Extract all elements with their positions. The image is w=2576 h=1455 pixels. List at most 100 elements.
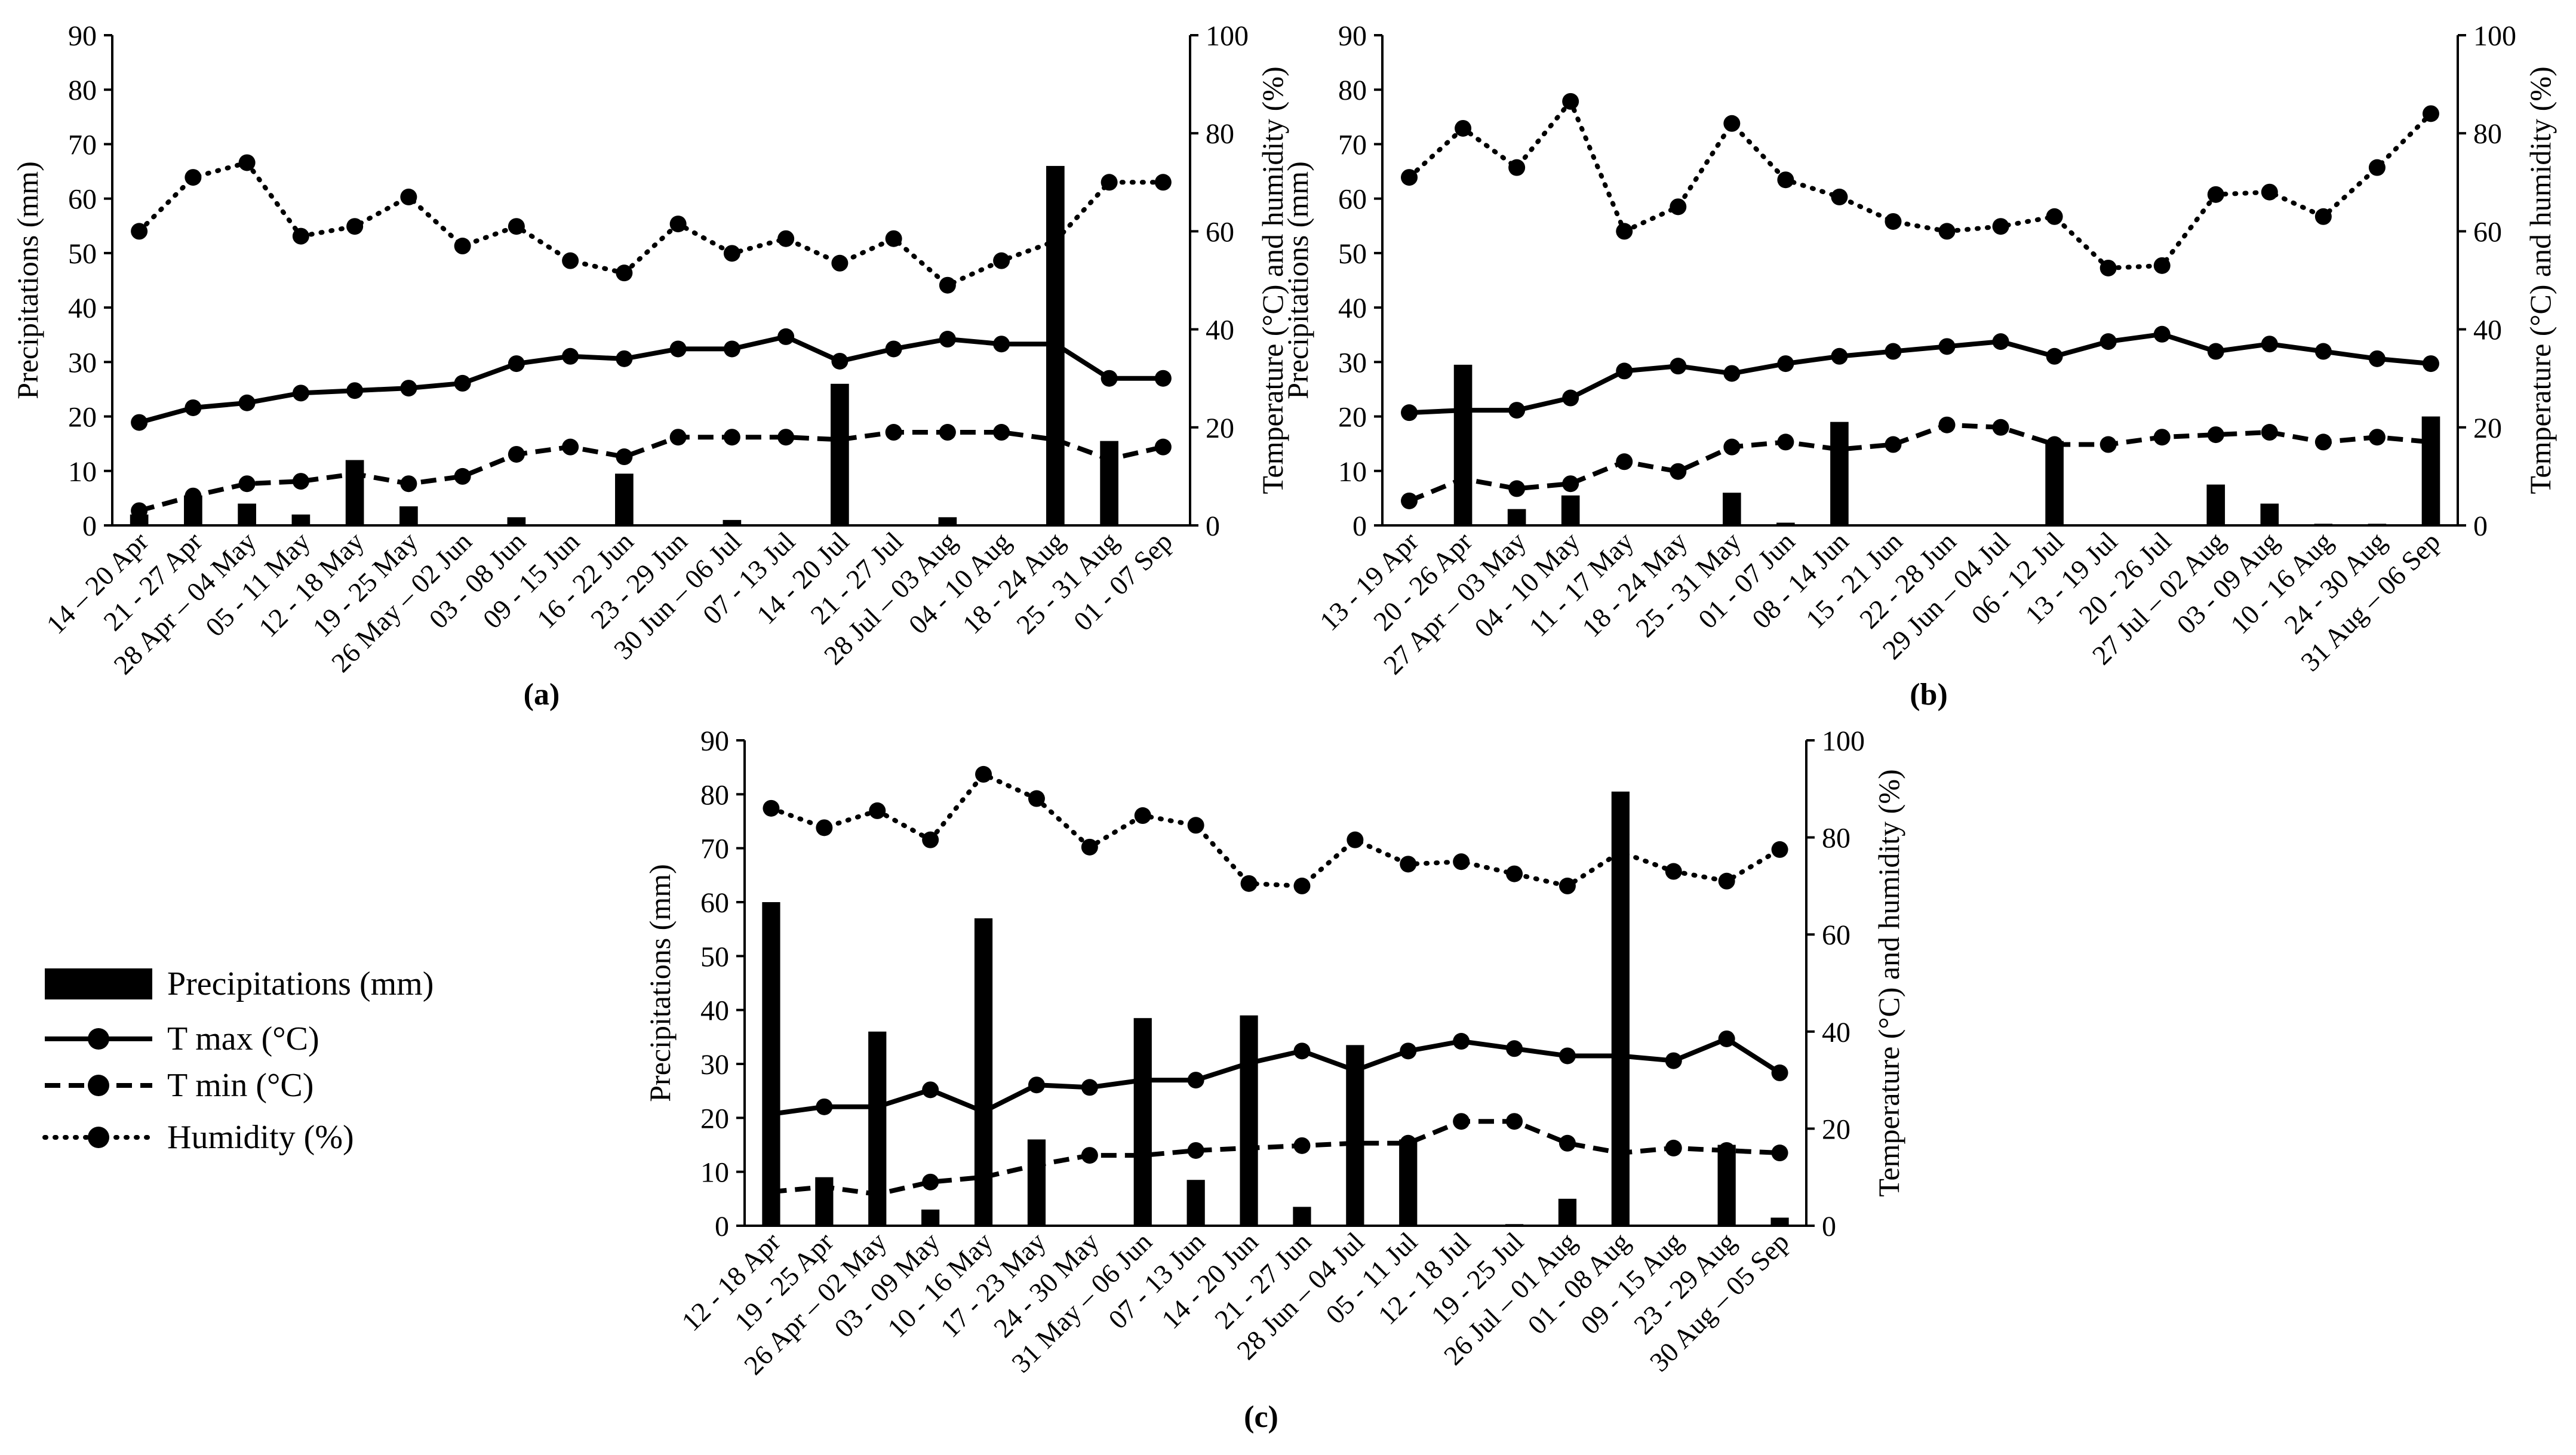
tmax-point [292,384,309,402]
humidity-point [1400,856,1417,873]
humidity-line [1407,97,2433,271]
tmax-point [1562,389,1579,407]
tmin-point [1885,436,1902,453]
left-tick-label: 0 [715,1211,729,1242]
right-tick-label: 80 [2473,118,2502,150]
tmin-point [1401,492,1418,509]
humidity-point [1101,174,1118,191]
tmin-point [2422,433,2439,451]
tmin-point [1992,419,2009,436]
humidity-point [2207,186,2224,203]
right-tick-label: 0 [1822,1211,1836,1242]
humidity-point [185,169,202,186]
tmin-point [1347,1134,1364,1152]
tmin-line [139,430,1164,513]
precipitation-bar [1505,1224,1524,1226]
tmin-line [1408,422,2431,503]
tmin-point [346,465,364,482]
precipitation-bar [1561,495,1580,525]
humidity-point [1187,817,1204,834]
humidity-point [975,765,992,783]
precipitation-bar [1293,1207,1311,1226]
legend-tmin-marker [88,1075,109,1096]
precipitation-bar [1770,1217,1789,1226]
panel-b: 0 10 20 30 40 50 60 70 80 90 0 20 40 60 80 100 Precipita… [1281,20,2557,712]
tmin-point [1723,438,1741,456]
tmin-point [1028,1156,1045,1174]
tmin-point [669,429,687,446]
humidity-point [562,252,579,269]
y-axis-left-title: Precipitations (mm) [1281,161,1314,399]
humidity-point [1992,218,2009,235]
humidity-point [400,188,417,205]
tmax-point [1028,1076,1045,1094]
precipitation-bar [1723,493,1741,525]
precipitation-bar [1133,1018,1152,1226]
tmax-point [1240,1054,1258,1072]
right-tick-label: 20 [2473,413,2502,444]
tmax-line [139,334,1163,425]
precipitation-bar [1776,522,1795,525]
tmin-point [939,424,956,441]
tmin-point [922,1173,939,1191]
tmin-point [975,1168,992,1186]
humidity-point [1777,171,1794,189]
left-tick-label: 0 [1352,510,1367,542]
left-tick-label: 80 [1338,75,1367,106]
legend-humidity-marker [88,1127,109,1148]
humidity-point [1154,174,1172,191]
left-tick-label: 50 [700,941,729,973]
precipitation-bar [291,514,311,525]
right-tick-label: 40 [1206,315,1234,346]
precipitation-bar [1240,1015,1258,1226]
humidity-point [1558,877,1576,894]
panel-label: (b) [1910,678,1948,712]
humidity-point [1081,838,1098,856]
precipitation-bar [938,517,957,525]
tmin-point [131,502,148,519]
tmax-point [185,399,202,416]
precipitation-bar [1399,1139,1418,1226]
right-tick-label: 40 [2473,315,2502,346]
precipitation-bar [238,503,256,525]
tmin-point [2099,436,2117,453]
humidity-point [1347,831,1364,848]
right-tick-label: 60 [1206,216,1234,248]
tmin-point [1506,1113,1523,1130]
humidity-point [1293,877,1311,894]
left-tick-label: 30 [700,1049,729,1081]
legend-label-humidity: Humidity (%) [167,1119,354,1156]
tmin-point [1453,1113,1470,1130]
tmin-point [238,475,256,493]
tmin-point [1293,1137,1311,1154]
tmax-point [1771,1064,1788,1081]
humidity-point [1562,93,1579,110]
tmin-point [2153,429,2171,446]
left-tick-label: 20 [1338,402,1367,433]
tmax-point [1101,370,1118,387]
left-tick-label: 70 [700,833,729,865]
humidity-point [763,799,780,817]
humidity-point [1401,169,1418,186]
precipitation-bar [2260,503,2279,525]
humidity-point [885,230,902,247]
tmax-point [922,1081,939,1099]
legend-precipitation-swatch [45,968,152,999]
right-tick-label: 60 [1822,919,1850,951]
tmin-point [885,424,902,441]
precipitation-bar [921,1209,940,1226]
precipitation-bar [507,517,526,525]
humidity-point [922,831,939,848]
tmax-point [1081,1079,1098,1096]
humidity-point [2046,208,2063,225]
tmin-point [1240,1139,1258,1156]
tmin-point [1612,1145,1629,1162]
tmin-point [1508,480,1526,497]
precipitation-bar [723,519,742,525]
tmax-point [1400,1042,1417,1060]
tmin-point [292,473,309,490]
legend-label-tmin: T min (°C) [167,1067,313,1104]
humidity-point [1506,865,1523,882]
humidity-point [816,819,833,836]
precipitation-bar [1186,1180,1205,1226]
